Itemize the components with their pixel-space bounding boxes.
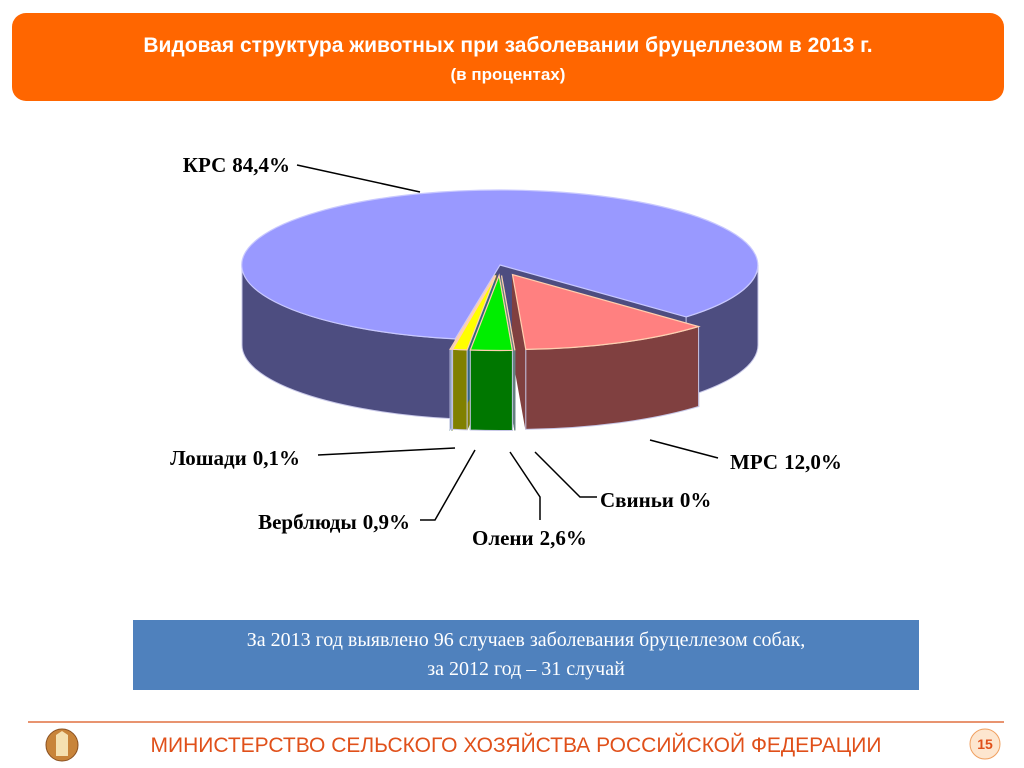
value-label: 0,9% <box>363 510 410 534</box>
category-name: Олени <box>472 526 534 550</box>
category-name: Лошади <box>170 446 247 470</box>
category-name: МРС <box>730 450 778 474</box>
slice <box>241 189 759 340</box>
slice-label: Олени 2,6% <box>472 526 587 550</box>
page-badge <box>969 728 1001 760</box>
note-line: за 2012 год – 31 случай <box>427 658 625 680</box>
category-name: Свиньи <box>600 488 674 512</box>
slice-label: МРС 12,0% <box>730 450 842 474</box>
leader-line <box>649 439 719 459</box>
title: Видовая структура животных при заболеван… <box>143 34 872 57</box>
leader-line <box>509 451 541 520</box>
note-box <box>133 620 919 690</box>
slice <box>449 275 496 350</box>
leader-line <box>317 447 456 456</box>
slice <box>451 275 497 351</box>
category-name: Верблюды <box>258 510 357 534</box>
logo-shape <box>56 731 68 756</box>
leader-line <box>420 449 476 521</box>
subtitle: (в процентах) <box>451 65 566 84</box>
value-label: 0,1% <box>253 446 300 470</box>
value-label: 84,4% <box>232 153 290 177</box>
value-label: 12,0% <box>784 450 842 474</box>
slice-label: Лошади 0,1% <box>170 446 300 470</box>
leader-line <box>534 451 597 498</box>
value-label: 0% <box>680 488 712 512</box>
slice <box>469 273 514 352</box>
slice-side <box>452 348 468 431</box>
slice-side <box>449 348 453 430</box>
leader-line <box>296 164 421 193</box>
slice <box>500 275 516 351</box>
slice-label: Свиньи 0% <box>600 488 711 512</box>
slice-label: Верблюды 0,9% <box>258 510 410 534</box>
header-box <box>12 13 1004 101</box>
category-name: КРС <box>183 153 226 177</box>
slice-side <box>469 349 513 431</box>
page-number: 15 <box>977 736 993 752</box>
slice-label: КРС 84,4% <box>183 153 290 177</box>
slice <box>511 273 701 351</box>
note-line: За 2013 год выявлено 96 случаев заболева… <box>247 629 806 651</box>
value-label: 2,6% <box>540 526 587 550</box>
footer-text: МИНИСТЕРСТВО СЕЛЬСКОГО ХОЗЯЙСТВА РОССИЙС… <box>151 733 882 757</box>
pie-chart: КРС 84,4% МРС 12,0% Свиньи 0% Олени 2,6% Верблюд… <box>170 153 842 550</box>
